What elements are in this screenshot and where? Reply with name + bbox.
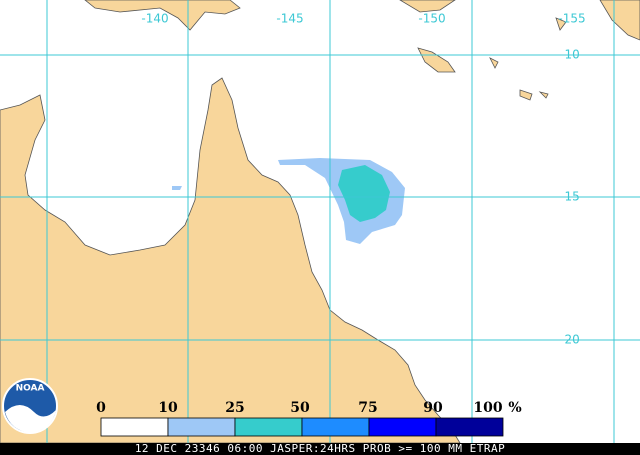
prob-10: [172, 186, 182, 190]
legend-swatch: [167, 417, 236, 437]
grid: [0, 0, 640, 443]
footer-bar: [0, 443, 640, 455]
legend-label: 0: [96, 400, 106, 416]
land: [0, 0, 640, 444]
legend-unit: %: [508, 400, 521, 416]
legend-swatch: [301, 417, 370, 437]
legend-swatch: [368, 417, 437, 437]
grid-labels: -140 -145 -150 -155 -10 -15 -20: [141, 12, 585, 347]
legend-swatch: [100, 417, 169, 437]
prob-25: [338, 165, 390, 222]
legend-swatch: [234, 417, 303, 437]
lon-label: -145: [276, 12, 303, 26]
lat-label: -15: [560, 190, 580, 204]
lon-label: -150: [418, 12, 445, 26]
footer: 12 DEC 23346 06:00 JASPER:24HRS PROB >= …: [135, 442, 505, 455]
logo-text: NOAA: [16, 384, 45, 394]
lon-label: -140: [141, 12, 168, 26]
legend-label: 50: [290, 400, 310, 416]
legend-label: 10: [158, 400, 178, 416]
legend-label: 90: [423, 400, 443, 416]
legend: 0 10 25 50 75 90 100%: [96, 400, 522, 437]
legend-label: 25: [225, 400, 244, 416]
lat-label: -20: [560, 333, 580, 347]
noaa-logo: NOAA: [2, 378, 58, 434]
legend-label: 100: [473, 400, 502, 416]
legend-label: 75: [358, 400, 377, 416]
lon-label: -155: [558, 12, 585, 26]
legend-swatch: [435, 417, 504, 437]
lat-label: -10: [560, 48, 580, 62]
